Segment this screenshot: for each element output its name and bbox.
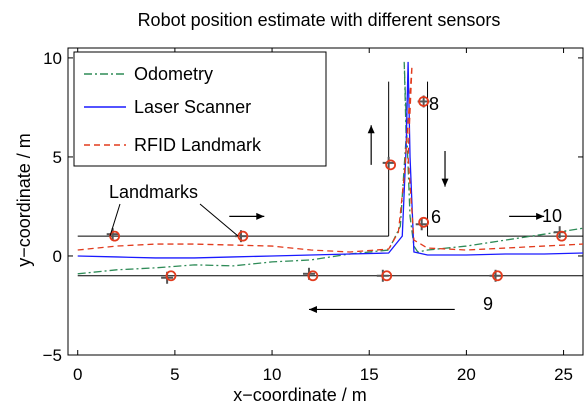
x-tick-label-2: 10 — [263, 365, 282, 384]
y-tick-label-2: 5 — [53, 148, 62, 167]
direction-arrow-head-4 — [308, 305, 317, 313]
series-lines — [77, 61, 584, 275]
landmark-estimate-marker-9 — [556, 230, 568, 242]
direction-arrow-head-1 — [367, 125, 375, 134]
y-tick-label-0: −5 — [43, 346, 62, 365]
legend: Odometry Laser Scanner RFID Landmark — [73, 51, 327, 167]
x-axis-label: x−coordinate / m — [233, 385, 367, 405]
annotation-label-6: 6 — [431, 207, 441, 227]
landmark-estimate-marker-2 — [165, 270, 177, 282]
y-tick-label-1: 0 — [53, 247, 62, 266]
y-axis-label: y−coordinate / m — [14, 133, 34, 267]
x-tick-label-4: 20 — [457, 365, 476, 384]
series-line-rfid-landmark — [77, 65, 584, 253]
x-tick-label-0: 0 — [73, 365, 82, 384]
direction-arrows — [229, 125, 545, 313]
x-tick-label-1: 5 — [170, 365, 179, 384]
annotation-landmarks: Landmarks — [109, 182, 198, 202]
annotation-label-9: 9 — [483, 294, 493, 314]
landmark-markers — [106, 95, 568, 284]
y-tick-label-3: 10 — [43, 49, 62, 68]
annotations: Landmarks 8 6 10 9 — [109, 94, 562, 314]
series-line-laser-scanner — [77, 61, 584, 259]
x-tick-label-3: 15 — [360, 365, 379, 384]
annotation-label-8: 8 — [429, 94, 439, 114]
landmark-estimate-marker-3 — [307, 270, 319, 282]
landmark-estimate-marker-4 — [381, 270, 393, 282]
x-tick-label-5: 25 — [554, 365, 573, 384]
landmark-estimate-marker-1 — [237, 230, 249, 242]
landmark-estimate-marker-0 — [109, 230, 121, 242]
direction-arrow-head-0 — [256, 212, 265, 220]
legend-box — [73, 51, 327, 167]
annotation-label-10: 10 — [542, 206, 562, 226]
legend-label-laser-scanner: Laser Scanner — [134, 97, 251, 117]
direction-arrow-head-2 — [441, 178, 449, 187]
landmark-estimate-marker-6 — [418, 216, 430, 228]
landmark-estimate-marker-7 — [418, 96, 430, 107]
x-axis-ticks: 0 5 10 15 20 25 — [73, 48, 573, 384]
landmark-estimate-marker-8 — [492, 270, 503, 282]
landmark-estimate-marker-5 — [385, 159, 397, 171]
annotation-landmarks-leader-right — [199, 203, 239, 237]
annotation-landmarks-leader-left — [109, 203, 121, 237]
legend-label-odometry: Odometry — [134, 64, 213, 84]
direction-arrow-head-3 — [536, 212, 545, 220]
legend-label-rfid-landmark: RFID Landmark — [134, 135, 262, 155]
y-axis-ticks: −5 0 5 10 — [43, 49, 583, 365]
chart-title: Robot position estimate with different s… — [138, 10, 501, 30]
